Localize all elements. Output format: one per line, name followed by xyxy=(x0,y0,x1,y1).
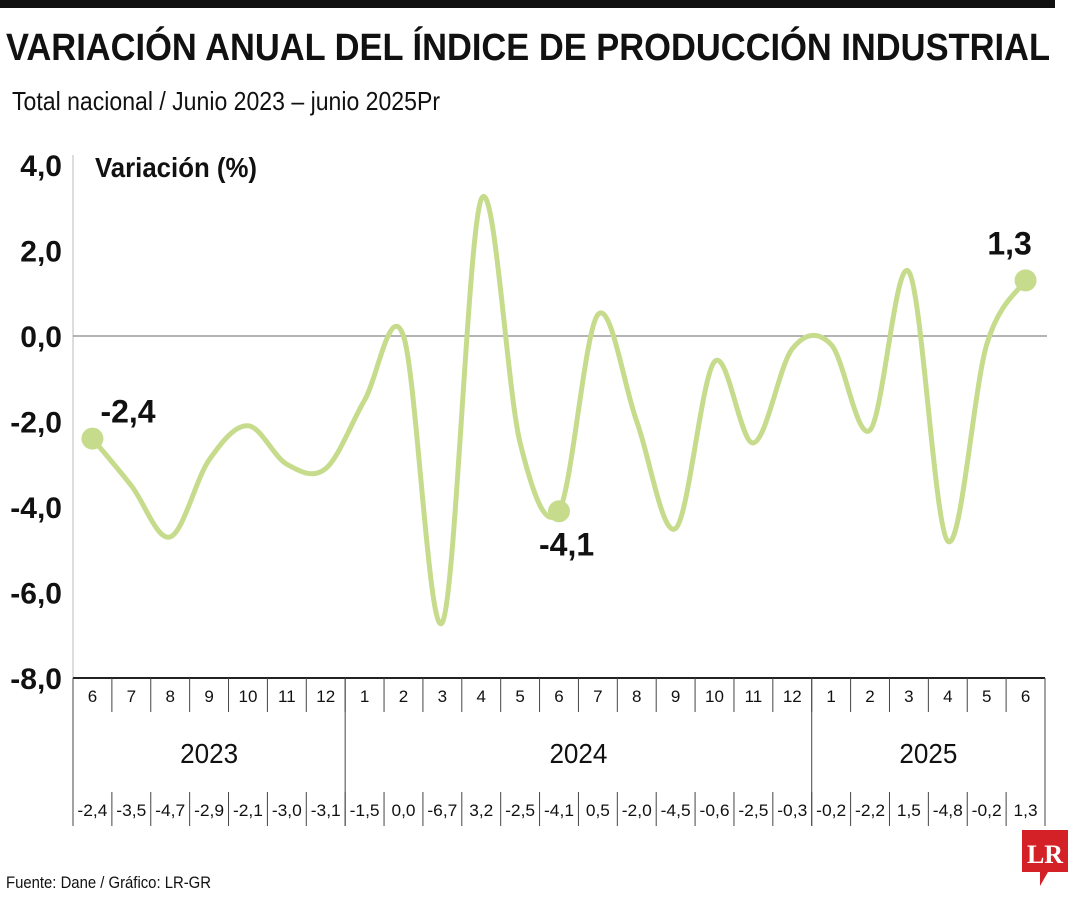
top-rule xyxy=(0,0,1055,8)
value-label: -4,8 xyxy=(933,801,963,820)
value-label: 0,0 xyxy=(391,801,415,820)
x-tick-label: 11 xyxy=(278,687,296,706)
x-tick-label: 6 xyxy=(554,687,563,706)
x-tick-label: 12 xyxy=(316,687,335,706)
y-tick-label: -6,0 xyxy=(10,578,62,611)
value-label: 0,5 xyxy=(586,801,610,820)
value-label: -4,5 xyxy=(661,801,691,820)
value-label: -0,3 xyxy=(777,801,807,820)
value-label: -3,1 xyxy=(311,801,341,820)
value-label: -0,2 xyxy=(972,801,1002,820)
value-label: 1,5 xyxy=(897,801,921,820)
x-tick-label: 3 xyxy=(438,687,447,706)
value-label: -4,1 xyxy=(544,801,574,820)
year-label: 2025 xyxy=(899,738,957,769)
x-tick-label: 7 xyxy=(127,687,136,706)
y-tick-label: -8,0 xyxy=(10,663,62,696)
x-tick-label: 10 xyxy=(705,687,724,706)
value-label: -2,0 xyxy=(622,801,652,820)
value-label: -2,4 xyxy=(77,801,107,820)
y-tick-label: 4,0 xyxy=(20,150,62,183)
x-tick-label: 5 xyxy=(982,687,991,706)
value-label: -2,5 xyxy=(505,801,535,820)
value-label: -2,5 xyxy=(738,801,768,820)
series-line xyxy=(89,193,1029,627)
value-label: -3,0 xyxy=(272,801,302,820)
x-tick-label: 4 xyxy=(943,687,952,706)
value-label: -3,5 xyxy=(116,801,146,820)
highlight-point xyxy=(81,427,104,450)
x-tick-label: 11 xyxy=(745,687,763,706)
value-label: -4,7 xyxy=(155,801,185,820)
x-tick-label: 6 xyxy=(88,687,97,706)
x-tick-label: 6 xyxy=(1021,687,1030,706)
x-tick-label: 1 xyxy=(826,687,835,706)
highlight-label: -4,1 xyxy=(539,526,594,562)
x-tick-label: 10 xyxy=(238,687,257,706)
x-tick-label: 7 xyxy=(593,687,602,706)
highlight-point xyxy=(1014,269,1037,292)
x-tick-label: 3 xyxy=(904,687,913,706)
value-label: 1,3 xyxy=(1014,801,1038,820)
value-label: -2,1 xyxy=(233,801,263,820)
chart-subtitle: Total nacional / Junio 2023 – junio 2025… xyxy=(12,86,440,116)
value-label: -6,7 xyxy=(427,801,457,820)
y-axis-label: Variación (%) xyxy=(95,152,257,183)
year-label: 2024 xyxy=(549,738,607,769)
x-tick-label: 2 xyxy=(865,687,874,706)
value-label: -2,2 xyxy=(855,801,885,820)
x-tick-label: 9 xyxy=(671,687,680,706)
value-label: -0,6 xyxy=(700,801,730,820)
lr-logo: LR xyxy=(1022,830,1068,886)
value-label: -0,2 xyxy=(816,801,846,820)
value-label: -2,9 xyxy=(194,801,224,820)
x-tick-label: 1 xyxy=(360,687,369,706)
value-label: 3,2 xyxy=(469,801,493,820)
year-label: 2023 xyxy=(180,738,238,769)
x-tick-label: 9 xyxy=(204,687,213,706)
y-tick-label: -2,0 xyxy=(10,407,62,440)
highlight-label: -2,4 xyxy=(100,394,155,430)
x-tick-label: 12 xyxy=(783,687,802,706)
x-tick-label: 2 xyxy=(399,687,408,706)
highlight-point xyxy=(548,500,570,523)
chart-title: VARIACIÓN ANUAL DEL ÍNDICE DE PRODUCCIÓN… xyxy=(6,25,1050,69)
y-tick-label: 0,0 xyxy=(20,321,62,354)
x-tick-label: 8 xyxy=(165,687,174,706)
y-tick-label: 2,0 xyxy=(20,236,62,269)
x-tick-label: 8 xyxy=(632,687,641,706)
y-tick-label: -4,0 xyxy=(10,492,62,525)
x-tick-label: 4 xyxy=(477,687,486,706)
x-tick-label: 5 xyxy=(515,687,524,706)
highlight-label: 1,3 xyxy=(987,225,1031,261)
svg-text:LR: LR xyxy=(1027,840,1063,869)
source-note: Fuente: Dane / Gráfico: LR-GR xyxy=(6,873,211,892)
value-label: -1,5 xyxy=(350,801,380,820)
